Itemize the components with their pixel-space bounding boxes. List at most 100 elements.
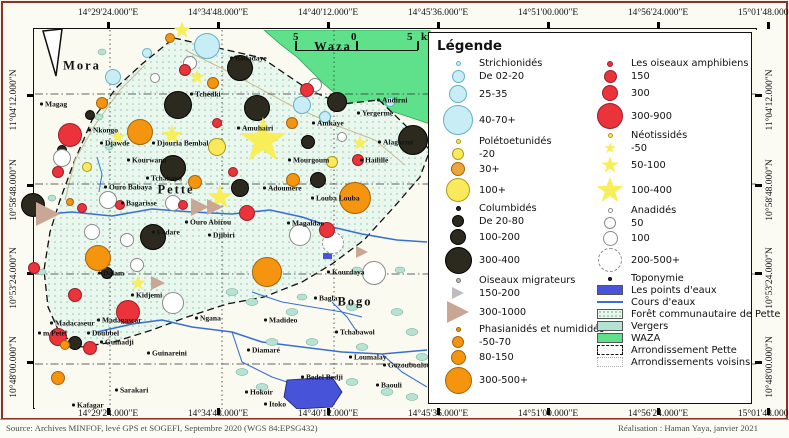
map-marker-circle-black [327, 92, 347, 112]
toponym-dot [127, 158, 130, 162]
legend-item: Arrondissements voisins [589, 356, 750, 368]
map-marker-circle-red [212, 118, 222, 128]
toponym-dot [72, 403, 75, 407]
map-marker-circle-red [178, 200, 188, 210]
legend-item: 100+ [437, 177, 589, 203]
toponym-label: Magaldao [287, 219, 324, 228]
legend-label: 100-200 [479, 231, 520, 243]
frame-tick [216, 408, 220, 415]
longitude-label: 14°40'12.000"E [297, 8, 359, 18]
toponym-dot [357, 111, 360, 115]
toponym-dot [146, 176, 149, 180]
toponym-dot [301, 375, 304, 379]
legend-label: 300-500+ [479, 375, 529, 386]
legend-swatch-circle [589, 208, 631, 213]
toponym-dot [147, 351, 150, 355]
legend-label: 80-150 [479, 352, 514, 363]
legend-label: 100+ [479, 184, 506, 196]
map-marker-circle-orange [51, 371, 65, 385]
legend-swatch-circle [437, 139, 479, 144]
legend-label: 100 [631, 233, 650, 244]
legend-swatch-rect [589, 345, 631, 355]
legend-item: 300-900 [589, 102, 747, 130]
map-marker-circle-red [83, 341, 97, 355]
legend-item: 300-500+ [437, 366, 589, 395]
legend-swatch-circle [437, 148, 479, 160]
map-marker-circle-orange [66, 198, 74, 206]
legend-item: 40-70+ [437, 104, 589, 136]
toponym-label: Madagascar [97, 316, 142, 325]
region-label-pette: Pette [157, 182, 195, 197]
map-marker-circle-black [310, 172, 326, 188]
scale-label-right: 5 [407, 31, 413, 43]
legend-swatch-circle [437, 61, 479, 66]
toponym-dot [314, 296, 317, 300]
legend-swatch-circle [437, 327, 479, 332]
legend-group-header: Phasianidés et numididés [437, 324, 604, 335]
map-marker-circle-cyan [105, 69, 121, 85]
legend-swatch-tri [437, 301, 479, 323]
map-marker-circle-white [53, 149, 71, 167]
toponym-dot [383, 363, 386, 367]
toponym-label: Madideo [264, 316, 297, 325]
frame-tick [766, 408, 770, 415]
toponym-label: Bagarisse [121, 199, 157, 208]
legend-label: De 20-80 [479, 215, 525, 227]
legend-item: 50-100 [589, 155, 747, 175]
map-marker-circle-red [116, 300, 140, 324]
legend-swatch-circle [589, 248, 631, 272]
legend-label: 50 [631, 217, 644, 229]
map-marker-circle-white [337, 132, 347, 142]
frame-tick [106, 22, 110, 29]
legend-label: 150 [631, 71, 650, 82]
toponym-label: Mourgoum [288, 156, 329, 165]
toponym-label: Ouro Abirou [185, 218, 231, 227]
toponym-dot [378, 140, 381, 144]
toponym-dot [287, 221, 290, 225]
toponym-dot [185, 220, 188, 224]
legend-swatch-circle [437, 367, 479, 394]
legend-swatch-star [589, 142, 631, 154]
toponym-label: m Petel [38, 329, 67, 338]
legend-label: Forêt communautaire de Pette [631, 308, 781, 320]
frame-tick [27, 93, 34, 97]
toponym-dot [208, 233, 211, 237]
legend-label: Phasianidés et numididés [479, 324, 605, 335]
map-marker-circle-orange [60, 340, 70, 350]
legend-swatch-circle [589, 133, 631, 138]
toponym-dot [88, 128, 91, 132]
legend-swatch-circle [589, 85, 631, 101]
legend-label: WAZA [631, 332, 661, 344]
toponym-label: Hokoir [245, 388, 273, 397]
toponym-label: Kafagar [72, 401, 104, 410]
legend-label: Toponymie [631, 273, 684, 284]
frame-tick [755, 271, 762, 275]
map-marker-circle-orange [286, 173, 300, 187]
toponym-dot [230, 56, 233, 60]
legend-swatch-circle [437, 229, 479, 245]
frame-tick [436, 408, 440, 415]
frame-tick [106, 408, 110, 415]
frame-tick [216, 22, 220, 29]
legend-label: -20 [479, 148, 496, 160]
legend-label: 25-35 [479, 88, 508, 100]
legend-group-header: Anadidés [589, 205, 747, 216]
toponym-label: Bagla [314, 294, 337, 303]
legend-swatch-circle [437, 247, 479, 274]
toponym-label: Kourwami [127, 156, 167, 165]
frame-tick [27, 360, 34, 364]
toponym-dot [376, 383, 379, 387]
legend-label: Polétoetunidés [479, 136, 552, 147]
region-label-waza: Waza [314, 39, 352, 54]
toponym-label: Dalam [98, 269, 124, 278]
toponym-label: Tchakaya [146, 174, 182, 183]
legend-item: 80-150 [437, 349, 589, 366]
legend-label: 300-400 [479, 255, 520, 266]
legend-label: 150-200 [479, 287, 520, 299]
track-line [184, 49, 406, 166]
toponym-dot [104, 185, 107, 189]
frame-tick [755, 93, 762, 97]
toponym-label: Hailillé [360, 156, 388, 165]
map-marker-circle-white [162, 292, 184, 314]
legend-group-header: Oiseaux migrateurs [437, 275, 589, 286]
